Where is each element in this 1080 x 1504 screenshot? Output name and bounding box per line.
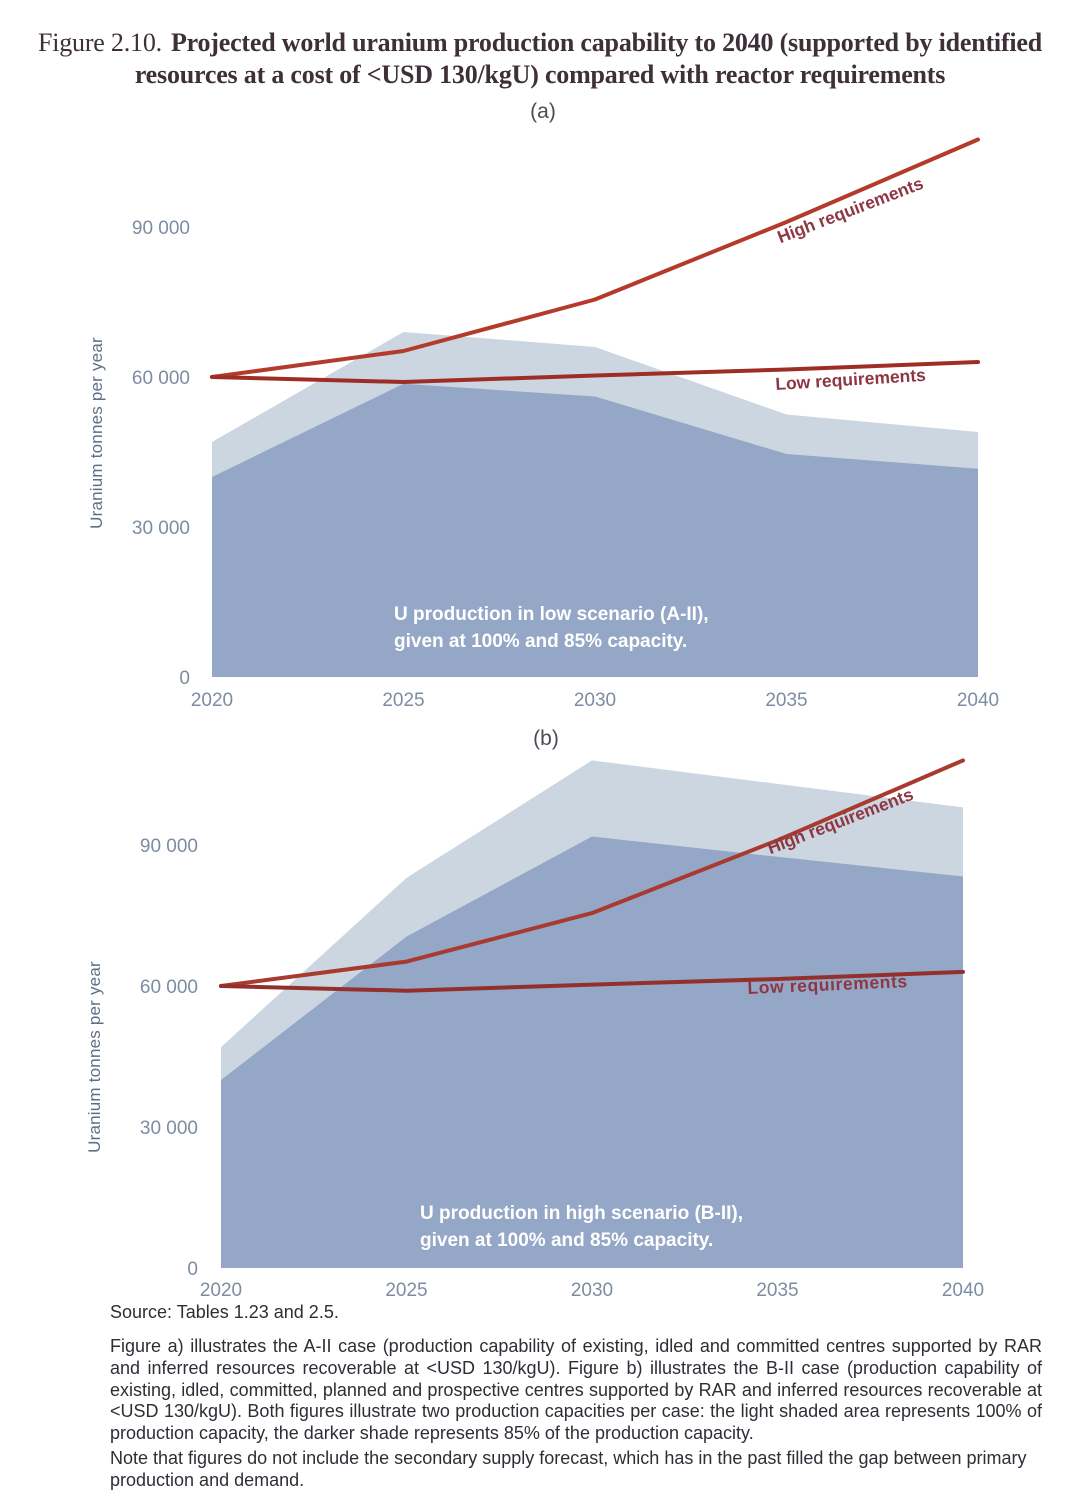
chart-a: 0 30 000 60 000 90 000 2020 2025 2030 2035 2040 (132, 137, 999, 711)
figure-title: Figure 2.10. Projected world uranium prod… (0, 27, 1080, 91)
chart-a-area-85pct (212, 383, 978, 677)
chart-b-ytick-1: 30 000 (140, 1118, 198, 1139)
chart-a-xtick-2: 2030 (574, 690, 616, 711)
chart-b-ytick-2: 60 000 (140, 977, 198, 998)
chart-a-xtick-4: 2040 (957, 690, 999, 711)
chart-a-xtick-0: 2020 (191, 690, 233, 711)
chart-b-line-low-requirements (219, 969, 965, 993)
chart-b-annotation: U production in high scenario (B-II), gi… (420, 1203, 743, 1251)
figure-note: Note that figures do not include the sec… (110, 1448, 1027, 1490)
chart-a-xtick-1: 2025 (382, 690, 424, 711)
chart-a-annotation: U production in low scenario (A-II), giv… (394, 604, 709, 652)
source-line: Source: Tables 1.23 and 2.5. (110, 1302, 339, 1322)
figure-title-line1: Figure 2.10. Projected world uranium prod… (0, 27, 1080, 59)
figure-title-text-line1: Projected world uranium production capab… (170, 28, 1043, 57)
chart-a-ytick-3: 90 000 (132, 218, 190, 239)
chart-b-xtick-4: 2040 (942, 1280, 984, 1301)
chart-b-area-85pct (221, 836, 963, 1268)
figure-number: Figure 2.10. (37, 28, 162, 57)
chart-a-ytick-1: 30 000 (132, 518, 190, 539)
chart-b-y-axis-title: Uranium tonnes per year (85, 961, 104, 1153)
chart-b-ytick-3: 90 000 (140, 836, 198, 857)
chart-b-ytick-0: 0 (187, 1259, 198, 1280)
chart-b-xtick-2: 2030 (571, 1280, 613, 1301)
chart-a-ytick-0: 0 (179, 668, 190, 689)
chart-a-line-high-requirements (210, 137, 980, 379)
chart-b-xtick-0: 2020 (200, 1280, 242, 1301)
panel-label-b: (b) (533, 727, 559, 750)
chart-b-line-high-requirements (219, 758, 965, 988)
chart-b-xtick-3: 2035 (756, 1280, 798, 1301)
panel-label-a: (a) (530, 100, 556, 123)
chart-a-xtick-3: 2035 (765, 690, 807, 711)
chart-a-y-axis-title: Uranium tonnes per year (87, 337, 106, 529)
chart-a-line-low-requirements (210, 360, 980, 384)
chart-a-ytick-2: 60 000 (132, 368, 190, 389)
chart-b-xtick-1: 2025 (385, 1280, 427, 1301)
figure-caption: Figure a) illustrates the A-II case (pro… (110, 1336, 1042, 1444)
chart-b: 0 30 000 60 000 90 000 2020 2025 2030 2035 2040 (140, 758, 984, 1301)
figure-title-text-line2: resources at a cost of <USD 130/kgU) com… (134, 60, 946, 89)
